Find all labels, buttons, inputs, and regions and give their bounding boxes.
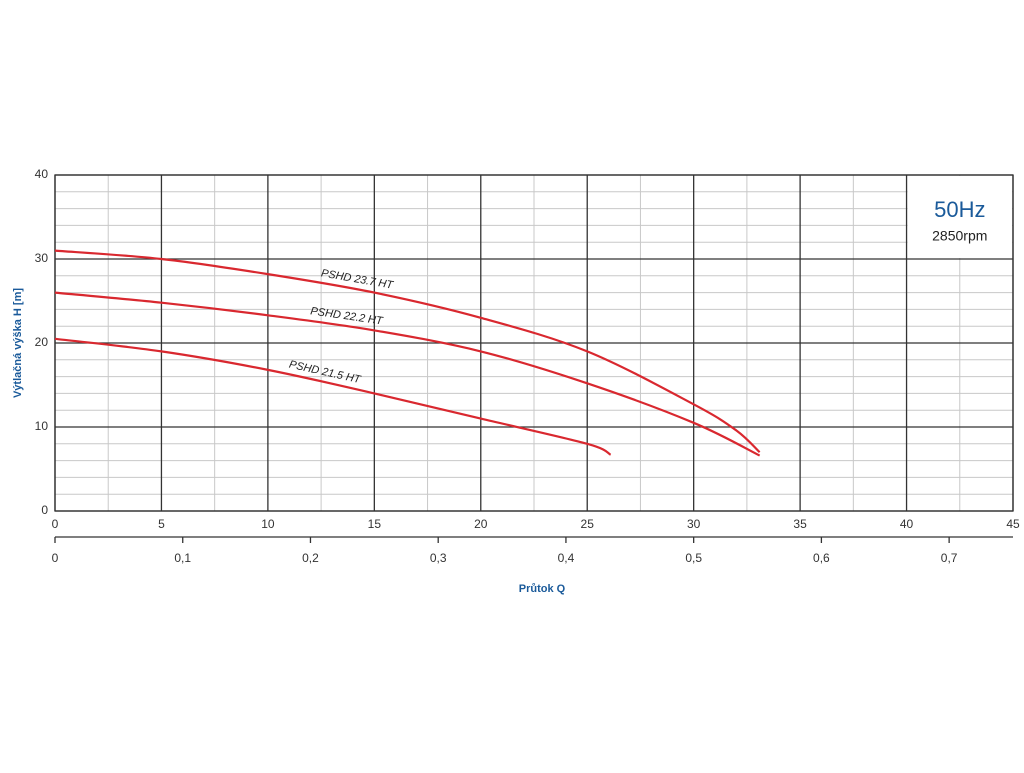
x-tick-label: 10: [261, 517, 275, 531]
x-tick-label: 25: [581, 517, 595, 531]
plot-frame: [54, 174, 1014, 512]
x-tick-label: 40: [900, 517, 914, 531]
y-tick-label: 20: [35, 335, 49, 349]
x2-tick-label: 0,2: [302, 551, 319, 565]
x-tick-label: 45: [1006, 517, 1020, 531]
x2-tick-label: 0,6: [813, 551, 830, 565]
y-tick-label: 0: [41, 503, 48, 517]
y-tick-label: 40: [35, 167, 49, 181]
y-axis-title: Výtlačná výška H [m]: [12, 288, 24, 398]
curve: [54, 291, 761, 457]
info-box: [907, 176, 1012, 258]
curve-label: PSHD 23.7 HT: [320, 267, 395, 291]
x2-tick-label: 0,4: [558, 551, 575, 565]
x-tick-label: 0: [52, 517, 59, 531]
x-tick-label: 35: [793, 517, 807, 531]
x2-tick-label: 0: [52, 551, 59, 565]
x2-tick-label: 0,5: [685, 551, 702, 565]
curve: [54, 249, 761, 454]
x2-tick-label: 0,1: [174, 551, 191, 565]
info-subtitle: 2850rpm: [932, 228, 987, 244]
info-title: 50Hz: [934, 197, 985, 222]
x-axis-title: Průtok Q: [519, 583, 566, 595]
x-tick-label: 5: [158, 517, 165, 531]
curve: [54, 337, 612, 456]
x-tick-label: 30: [687, 517, 701, 531]
x2-tick-label: 0,3: [430, 551, 447, 565]
x-tick-label: 20: [474, 517, 488, 531]
y-tick-label: 10: [35, 419, 49, 433]
x2-tick-label: 0,7: [941, 551, 958, 565]
y-tick-label: 30: [35, 251, 49, 265]
x-tick-label: 15: [368, 517, 382, 531]
